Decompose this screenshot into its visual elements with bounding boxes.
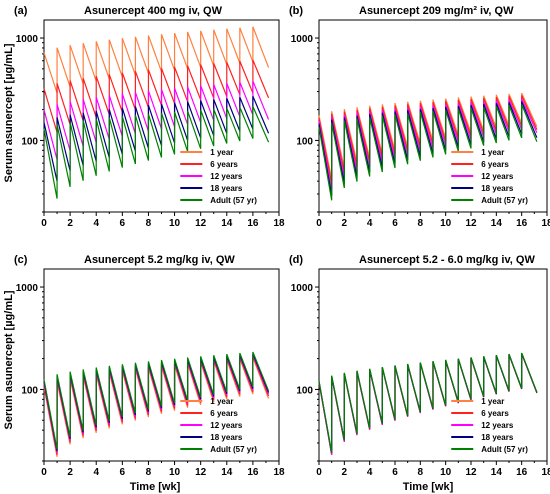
x-tick-label: 16	[247, 218, 259, 229]
panel-title: Asunercept 5.2 - 6.0 mg/kg iv, QW	[359, 254, 535, 266]
x-tick-label: 12	[465, 218, 477, 229]
series-line-2	[43, 80, 270, 160]
x-tick-label: 16	[516, 218, 528, 229]
y-tick-label: 100	[296, 136, 313, 147]
panel-label: (d)	[289, 254, 303, 266]
x-axis-label-left: Time [wk]	[130, 481, 181, 493]
panel-d: 0 2 4 6 8 10 12 14 16 18 100 1000 (d) Asunercept 5.2 …	[289, 254, 550, 478]
y-axis-label-bottom: Serum asunercept [µg/mL]	[3, 290, 15, 429]
panel-a: 0 2 4 6 8 10 12 14 16 18 100 1000 (a) Asunercept 400 …	[14, 5, 285, 229]
x-axis-label-right: Time [wk]	[403, 481, 454, 493]
x-tick-label: 10	[169, 218, 181, 229]
x-tick-label: 4	[93, 218, 99, 229]
x-tick-label: 12	[195, 218, 207, 229]
legend-label: Adult (57 yr)	[210, 445, 257, 454]
x-tick-label: 2	[342, 467, 348, 478]
series-line-4	[318, 352, 538, 453]
y-tick-label: 100	[296, 385, 313, 396]
legend-label: 12 years	[481, 421, 514, 430]
x-tick-label: 6	[120, 218, 126, 229]
x-tick-label: 0	[41, 467, 47, 478]
panel-title: Asunercept 209 mg/m² iv, QW	[359, 5, 514, 17]
legend-label: 18 years	[210, 184, 243, 193]
x-tick-label: 4	[93, 467, 99, 478]
legend-label: 6 years	[210, 160, 238, 169]
legend-label: 1 year	[210, 148, 233, 157]
legend-label: 1 year	[481, 148, 504, 157]
x-tick-label: 10	[440, 218, 452, 229]
legend-label: 18 years	[481, 184, 514, 193]
x-tick-label: 6	[392, 218, 398, 229]
series-line-0	[43, 26, 270, 94]
x-tick-label: 8	[418, 467, 424, 478]
x-tick-label: 6	[120, 467, 126, 478]
legend-label: 12 years	[210, 172, 243, 181]
x-tick-label: 18	[273, 467, 285, 478]
series-line-3	[43, 96, 270, 182]
x-tick-label: 14	[221, 218, 233, 229]
series-line-4	[43, 106, 270, 199]
panel-title: Asunercept 5.2 mg/kg iv, QW	[84, 254, 235, 266]
x-tick-label: 12	[465, 467, 477, 478]
legend-label: 6 years	[481, 409, 509, 418]
legend-label: 12 years	[210, 421, 243, 430]
panel-label: (a)	[14, 5, 28, 17]
legend-label: Adult (57 yr)	[481, 196, 528, 205]
series-line-3	[318, 101, 538, 196]
x-tick-label: 0	[316, 467, 322, 478]
series-line-1	[43, 59, 270, 133]
y-tick-label: 100	[21, 385, 38, 396]
x-tick-label: 18	[541, 467, 550, 478]
x-tick-label: 8	[418, 218, 424, 229]
series-line-1	[318, 95, 538, 184]
legend-label: 1 year	[481, 397, 504, 406]
x-tick-label: 2	[67, 467, 73, 478]
y-tick-label: 1000	[291, 283, 314, 294]
legend-label: Adult (57 yr)	[210, 196, 257, 205]
x-tick-label: 16	[247, 467, 259, 478]
x-tick-label: 14	[221, 467, 233, 478]
legend-label: Adult (57 yr)	[481, 445, 528, 454]
x-tick-label: 14	[491, 467, 503, 478]
panel-label: (b)	[289, 5, 303, 17]
x-tick-label: 0	[41, 218, 47, 229]
panel-title: Asunercept 400 mg iv, QW	[84, 5, 223, 17]
series-line-2	[318, 98, 538, 190]
x-tick-label: 2	[342, 218, 348, 229]
panel-c: 0 2 4 6 8 10 12 14 16 18 100 1000 (c) Asunercept 5.2 …	[14, 254, 285, 478]
x-tick-label: 4	[367, 467, 373, 478]
x-tick-label: 10	[440, 467, 452, 478]
x-tick-label: 16	[516, 467, 528, 478]
x-tick-label: 12	[195, 467, 207, 478]
x-tick-label: 6	[392, 467, 398, 478]
series-line-4	[318, 104, 538, 201]
x-tick-label: 18	[541, 218, 550, 229]
series-line-0	[318, 92, 538, 180]
legend-label: 18 years	[210, 433, 243, 442]
x-tick-label: 10	[169, 467, 181, 478]
x-tick-label: 14	[491, 218, 503, 229]
legend-label: 6 years	[210, 409, 238, 418]
x-tick-label: 2	[67, 218, 73, 229]
y-tick-label: 1000	[291, 34, 314, 45]
x-tick-label: 8	[146, 467, 152, 478]
legend-label: 18 years	[481, 433, 514, 442]
panel-b: 0 2 4 6 8 10 12 14 16 18 100 1000 (b) Asunercept 209 …	[289, 5, 550, 229]
y-axis-label-top: Serum asunercept [µg/mL]	[3, 43, 15, 182]
x-tick-label: 4	[367, 218, 373, 229]
legend-label: 1 year	[210, 397, 233, 406]
legend-label: 6 years	[481, 160, 509, 169]
panel-label: (c)	[14, 254, 28, 266]
y-tick-label: 1000	[16, 34, 39, 45]
y-tick-label: 1000	[16, 283, 39, 294]
x-tick-label: 8	[146, 218, 152, 229]
x-tick-label: 18	[273, 218, 285, 229]
legend-label: 12 years	[481, 172, 514, 181]
series-line-4	[43, 351, 270, 450]
x-tick-label: 0	[316, 218, 322, 229]
y-tick-label: 100	[21, 136, 38, 147]
